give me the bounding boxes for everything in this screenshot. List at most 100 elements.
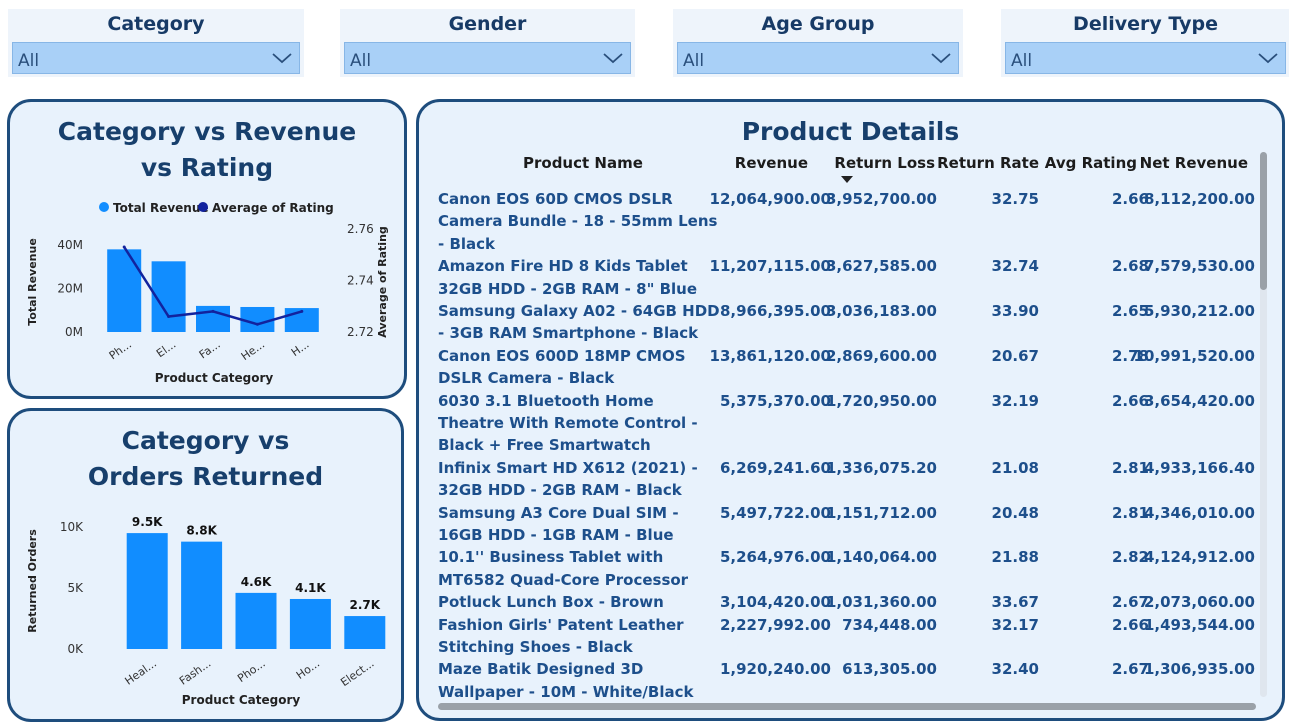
column-header-revenue[interactable]: Revenue	[735, 154, 808, 172]
table-cell-return-rate: 21.08	[992, 457, 1039, 479]
table-cell-net-revenue: 4,124,912.00	[1144, 546, 1255, 568]
table-cell-return-rate: 33.90	[992, 300, 1039, 322]
average-rating-point	[256, 323, 259, 326]
table-cell-return-loss: 734,448.00	[842, 614, 937, 636]
table-cell-net-revenue: 4,933,166.40	[1144, 457, 1255, 479]
delivery-type-slicer-title: Delivery Type	[1001, 13, 1289, 39]
horizontal-scrollbar[interactable]	[438, 703, 1256, 710]
table-cell-product-name: Canon EOS 60D CMOS DSLR Camera Bundle - …	[438, 188, 720, 255]
table-cell-revenue: 12,064,900.00	[710, 188, 831, 210]
table-cell-return-rate: 20.67	[992, 345, 1039, 367]
table-cell-return-rate: 32.74	[992, 255, 1039, 277]
x-tick-label: El...	[154, 338, 178, 360]
table-cell-return-loss: 1,140,064.00	[826, 546, 937, 568]
x-tick-label: Elect...	[338, 657, 376, 689]
x-tick-label: H...	[289, 338, 312, 359]
returned-orders-bar	[344, 616, 385, 649]
y-tick-label: 0K	[67, 642, 84, 656]
gender-slicer: Gender All	[340, 9, 635, 77]
column-header-avg-rating[interactable]: Avg Rating	[1045, 154, 1137, 172]
table-cell-net-revenue: 3,654,420.00	[1144, 390, 1255, 412]
table-cell-net-revenue: 1,493,544.00	[1144, 614, 1255, 636]
product-details-title: Product Details	[419, 114, 1282, 150]
revenue-bar	[107, 249, 141, 332]
table-cell-return-loss: 1,336,075.20	[826, 457, 937, 479]
legend-label-total-revenue: Total Revenue	[113, 201, 209, 215]
table-cell-revenue: 8,966,395.00	[720, 300, 831, 322]
y-tick-label: 40M	[57, 238, 83, 252]
returned-orders-bar	[290, 599, 331, 649]
table-cell-product-name: Potluck Lunch Box - Brown	[438, 591, 720, 613]
table-cell-return-rate: 32.40	[992, 658, 1039, 680]
column-header-return-rate[interactable]: Return Rate	[937, 154, 1039, 172]
revenue-bar	[196, 306, 230, 332]
table-cell-return-rate: 20.48	[992, 502, 1039, 524]
chevron-down-icon	[602, 51, 624, 65]
table-cell-product-name: Infinix Smart HD X612 (2021) - 32GB HDD …	[438, 457, 720, 502]
x-tick-label: He...	[239, 338, 267, 363]
data-label: 4.6K	[241, 575, 272, 589]
category-dropdown[interactable]: All	[12, 42, 300, 74]
y2-tick-label: 2.72	[347, 325, 374, 339]
category-slicer: Category All	[8, 9, 304, 77]
y-axis-title: Total Revenue	[26, 238, 39, 326]
column-header-net-revenue[interactable]: Net Revenue	[1140, 154, 1248, 172]
vertical-scrollbar-thumb[interactable]	[1260, 152, 1267, 290]
orders-returned-panel: Category vs Orders Returned 0K 5K 10K Retur…	[7, 408, 404, 722]
table-cell-revenue: 5,497,722.00	[720, 502, 831, 524]
table-cell-revenue: 5,375,370.00	[720, 390, 831, 412]
revenue-rating-chart: Total Revenue Average of Rating0M20M40M2.…	[10, 102, 404, 396]
table-cell-product-name: 10.1'' Business Tablet with MT6582 Quad-…	[438, 546, 720, 591]
table-cell-return-rate: 32.17	[992, 614, 1039, 636]
legend-marker-total-revenue	[99, 202, 109, 212]
returned-orders-bar	[127, 533, 168, 649]
table-cell-return-loss: 3,627,585.00	[826, 255, 937, 277]
table-cell-return-loss: 1,031,360.00	[826, 591, 937, 613]
table-cell-revenue: 1,920,240.00	[720, 658, 831, 680]
chevron-down-icon	[271, 51, 293, 65]
y2-tick-label: 2.76	[347, 222, 374, 236]
product-details-panel: Product Details Product Name Revenue Retur…	[416, 99, 1285, 721]
delivery-type-dropdown[interactable]: All	[1005, 42, 1286, 74]
age-group-dropdown-value: All	[683, 45, 704, 71]
table-cell-product-name: Amazon Fire HD 8 Kids Tablet 32GB HDD - …	[438, 255, 720, 300]
table-cell-return-loss: 1,151,712.00	[826, 502, 937, 524]
legend-label-average-rating: Average of Rating	[212, 201, 334, 215]
vertical-scrollbar[interactable]	[1260, 152, 1267, 697]
x-axis-title: Product Category	[155, 371, 274, 385]
x-axis-title: Product Category	[182, 693, 301, 707]
gender-dropdown[interactable]: All	[344, 42, 631, 74]
table-cell-net-revenue: 4,346,010.00	[1144, 502, 1255, 524]
x-tick-label: Ho...	[294, 657, 322, 682]
column-header-return-loss[interactable]: Return Loss	[834, 154, 935, 172]
data-label: 2.7K	[350, 598, 381, 612]
table-cell-return-loss: 3,952,700.00	[826, 188, 937, 210]
average-rating-point	[212, 310, 215, 313]
table-cell-return-rate: 21.88	[992, 546, 1039, 568]
orders-returned-chart: 0K 5K 10K Returned Orders Product Category 9.…	[10, 411, 401, 719]
data-label: 4.1K	[295, 581, 326, 595]
table-cell-net-revenue: 2,073,060.00	[1144, 591, 1255, 613]
table-cell-revenue: 3,104,420.00	[720, 591, 831, 613]
category-slicer-title: Category	[8, 13, 304, 39]
data-label: 8.8K	[186, 524, 217, 538]
average-rating-point	[123, 246, 126, 249]
y-tick-label: 5K	[67, 581, 84, 595]
sort-descending-icon	[841, 176, 853, 184]
table-cell-return-loss: 2,869,600.00	[826, 345, 937, 367]
y2-axis-title: Average of Rating	[376, 226, 389, 338]
category-dropdown-value: All	[18, 45, 39, 71]
table-cell-return-loss: 3,036,183.00	[826, 300, 937, 322]
column-header-product-name[interactable]: Product Name	[523, 154, 643, 172]
age-group-dropdown[interactable]: All	[677, 42, 959, 74]
delivery-type-dropdown-value: All	[1011, 45, 1032, 71]
table-cell-net-revenue: 10,991,520.00	[1134, 345, 1255, 367]
table-cell-revenue: 6,269,241.60	[720, 457, 831, 479]
chart-legend: Total Revenue Average of Rating	[99, 201, 334, 215]
x-tick-label: Fa...	[197, 338, 223, 362]
table-cell-return-rate: 33.67	[992, 591, 1039, 613]
table-cell-net-revenue: 5,930,212.00	[1144, 300, 1255, 322]
average-rating-point	[300, 310, 303, 313]
table-cell-product-name: Samsung A3 Core Dual SIM - 16GB HDD - 1G…	[438, 502, 720, 547]
revenue-bar	[240, 307, 274, 332]
